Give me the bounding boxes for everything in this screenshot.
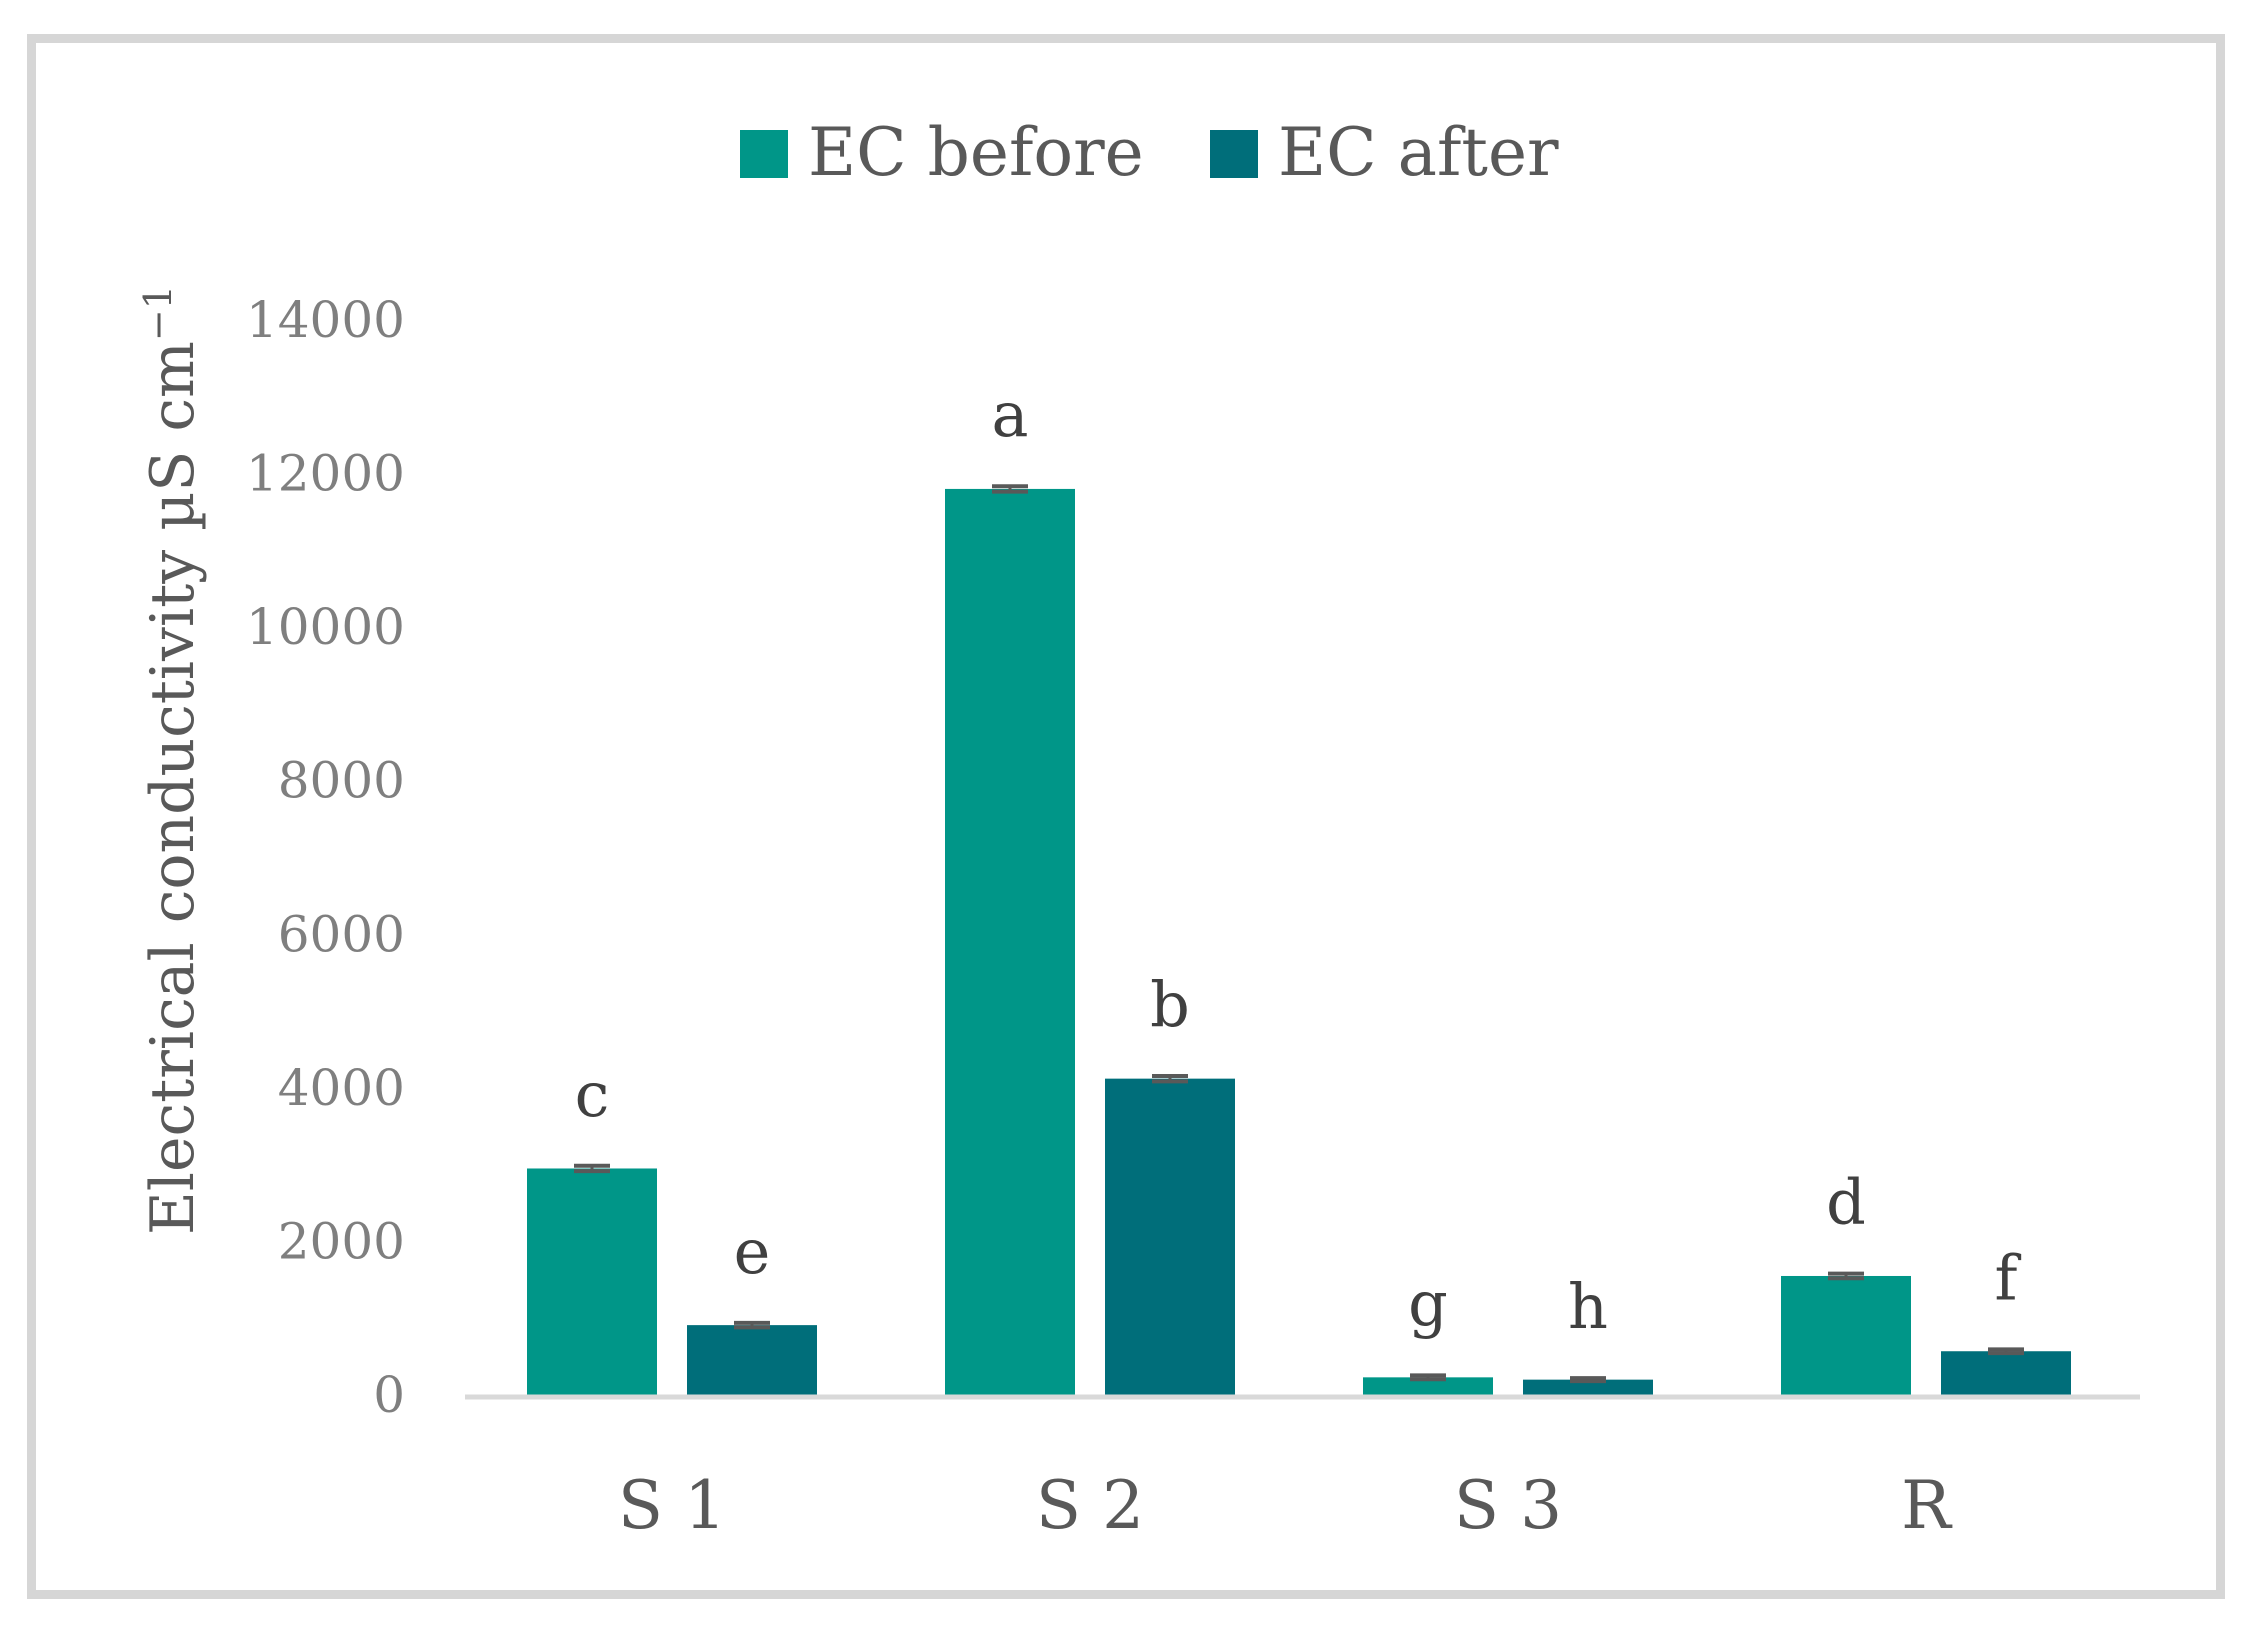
significance-letter: f bbox=[1995, 1241, 2022, 1314]
bar-ec-after-s1 bbox=[687, 1325, 817, 1395]
error-bar bbox=[1988, 1347, 2024, 1356]
error-bar bbox=[1410, 1373, 1446, 1382]
y-axis-title-superscript: −1 bbox=[136, 285, 180, 341]
bar-ec-before-s2 bbox=[945, 488, 1075, 1395]
legend: EC before EC after bbox=[740, 114, 1559, 191]
significance-letter: c bbox=[575, 1058, 610, 1131]
bar-ec-after-s3 bbox=[1523, 1379, 1653, 1395]
significance-letter: e bbox=[734, 1215, 771, 1288]
error-bar bbox=[734, 1320, 770, 1330]
x-category-label: S 1 bbox=[618, 1467, 726, 1544]
x-category-label: R bbox=[1901, 1467, 1953, 1544]
bar-ec-before-s3 bbox=[1363, 1377, 1493, 1395]
y-tick-label: 0 bbox=[373, 1366, 405, 1424]
bar-ec-before-r bbox=[1781, 1275, 1911, 1395]
x-category-label: S 2 bbox=[1036, 1467, 1144, 1544]
legend-swatch-ec-after bbox=[1210, 130, 1258, 178]
legend-label-ec-before: EC before bbox=[808, 114, 1144, 191]
bar-ec-after-s2 bbox=[1105, 1078, 1235, 1395]
bar-ec-before-s1 bbox=[527, 1168, 657, 1395]
significance-letters-group: c e a b g h d f bbox=[575, 378, 2022, 1343]
y-tick-label: 4000 bbox=[278, 1059, 405, 1117]
x-category-label: S 3 bbox=[1454, 1467, 1562, 1544]
y-axis-tick-labels: 0 2000 4000 6000 8000 10000 12000 14000 bbox=[246, 291, 405, 1424]
error-bar bbox=[1828, 1271, 1864, 1281]
error-bar bbox=[1152, 1073, 1188, 1084]
error-bar bbox=[1570, 1376, 1606, 1384]
y-tick-label: 2000 bbox=[278, 1212, 405, 1270]
error-bar bbox=[992, 484, 1028, 494]
significance-letter: b bbox=[1150, 968, 1190, 1041]
error-bar bbox=[574, 1163, 610, 1174]
significance-letter: h bbox=[1568, 1270, 1608, 1343]
bars-group bbox=[527, 488, 2071, 1395]
bar-ec-after-r bbox=[1941, 1351, 2071, 1395]
error-bars-group bbox=[574, 484, 2024, 1384]
y-tick-label: 10000 bbox=[246, 598, 405, 656]
significance-letter: a bbox=[992, 378, 1029, 451]
y-axis-title: Electrical conductivity µS cm−1 bbox=[136, 285, 208, 1235]
legend-label-ec-after: EC after bbox=[1278, 114, 1559, 191]
y-tick-label: 14000 bbox=[246, 291, 405, 349]
x-axis-category-labels: S 1 S 2 S 3 R bbox=[618, 1467, 1953, 1544]
significance-letter: g bbox=[1408, 1267, 1448, 1340]
y-tick-label: 8000 bbox=[278, 752, 405, 810]
y-tick-label: 6000 bbox=[278, 905, 405, 963]
y-tick-label: 12000 bbox=[246, 445, 405, 503]
legend-swatch-ec-before bbox=[740, 130, 788, 178]
significance-letter: d bbox=[1826, 1166, 1866, 1239]
